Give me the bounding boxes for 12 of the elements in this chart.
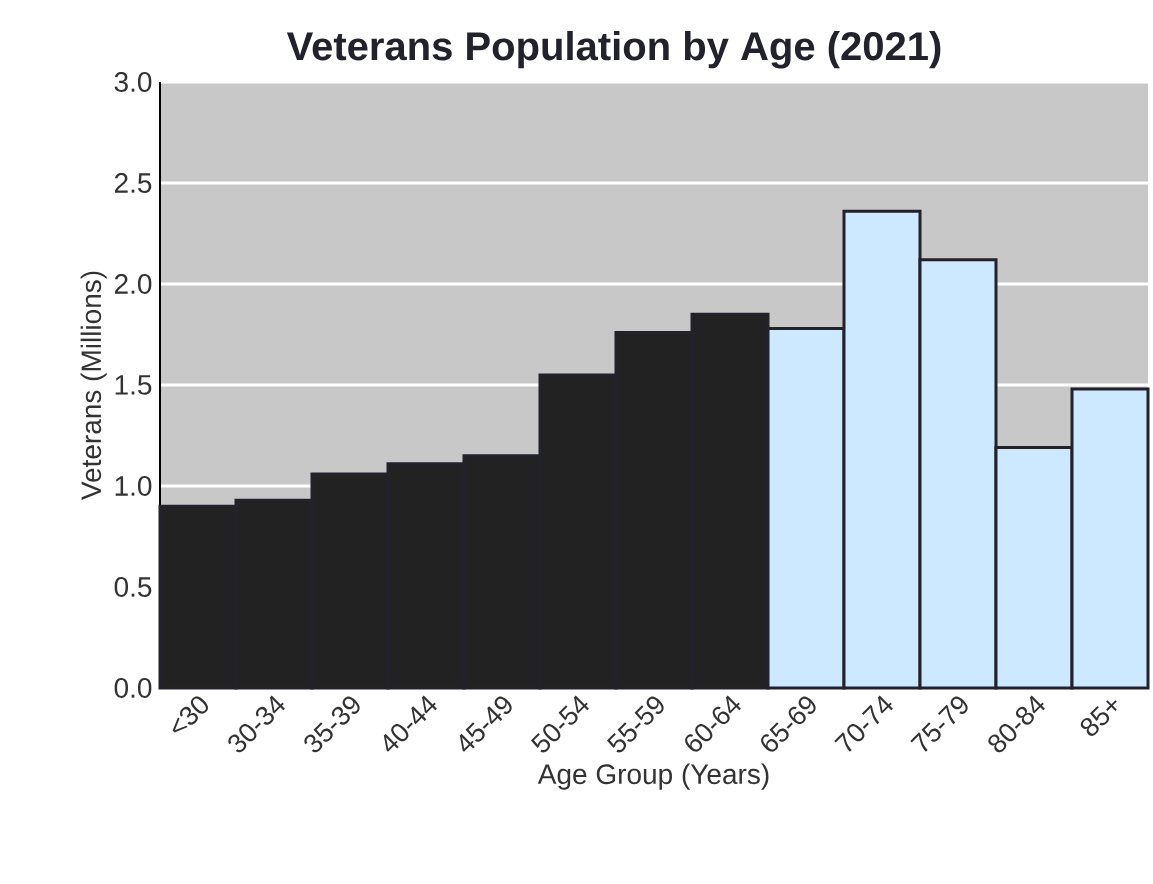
y-tick-label: 0.5 <box>114 577 152 597</box>
y-tick-label: 0.0 <box>114 678 152 698</box>
x-axis-title: Age Group (Years) <box>537 763 769 790</box>
y-tick-label: 1.0 <box>115 476 152 496</box>
y-tick-label: 3.0 <box>114 72 152 92</box>
y-tick-label: 2.0 <box>114 274 152 294</box>
x-tick-label: <30 <box>172 696 208 733</box>
x-tick-label: 85+ <box>1080 700 1117 736</box>
chart-title: Veterans Population by Age (2021) <box>286 31 941 69</box>
y-axis-title: Veterans (Millions) <box>80 271 107 501</box>
y-tick-label: 2.5 <box>114 173 152 193</box>
y-tick-label: 1.5 <box>115 375 152 395</box>
